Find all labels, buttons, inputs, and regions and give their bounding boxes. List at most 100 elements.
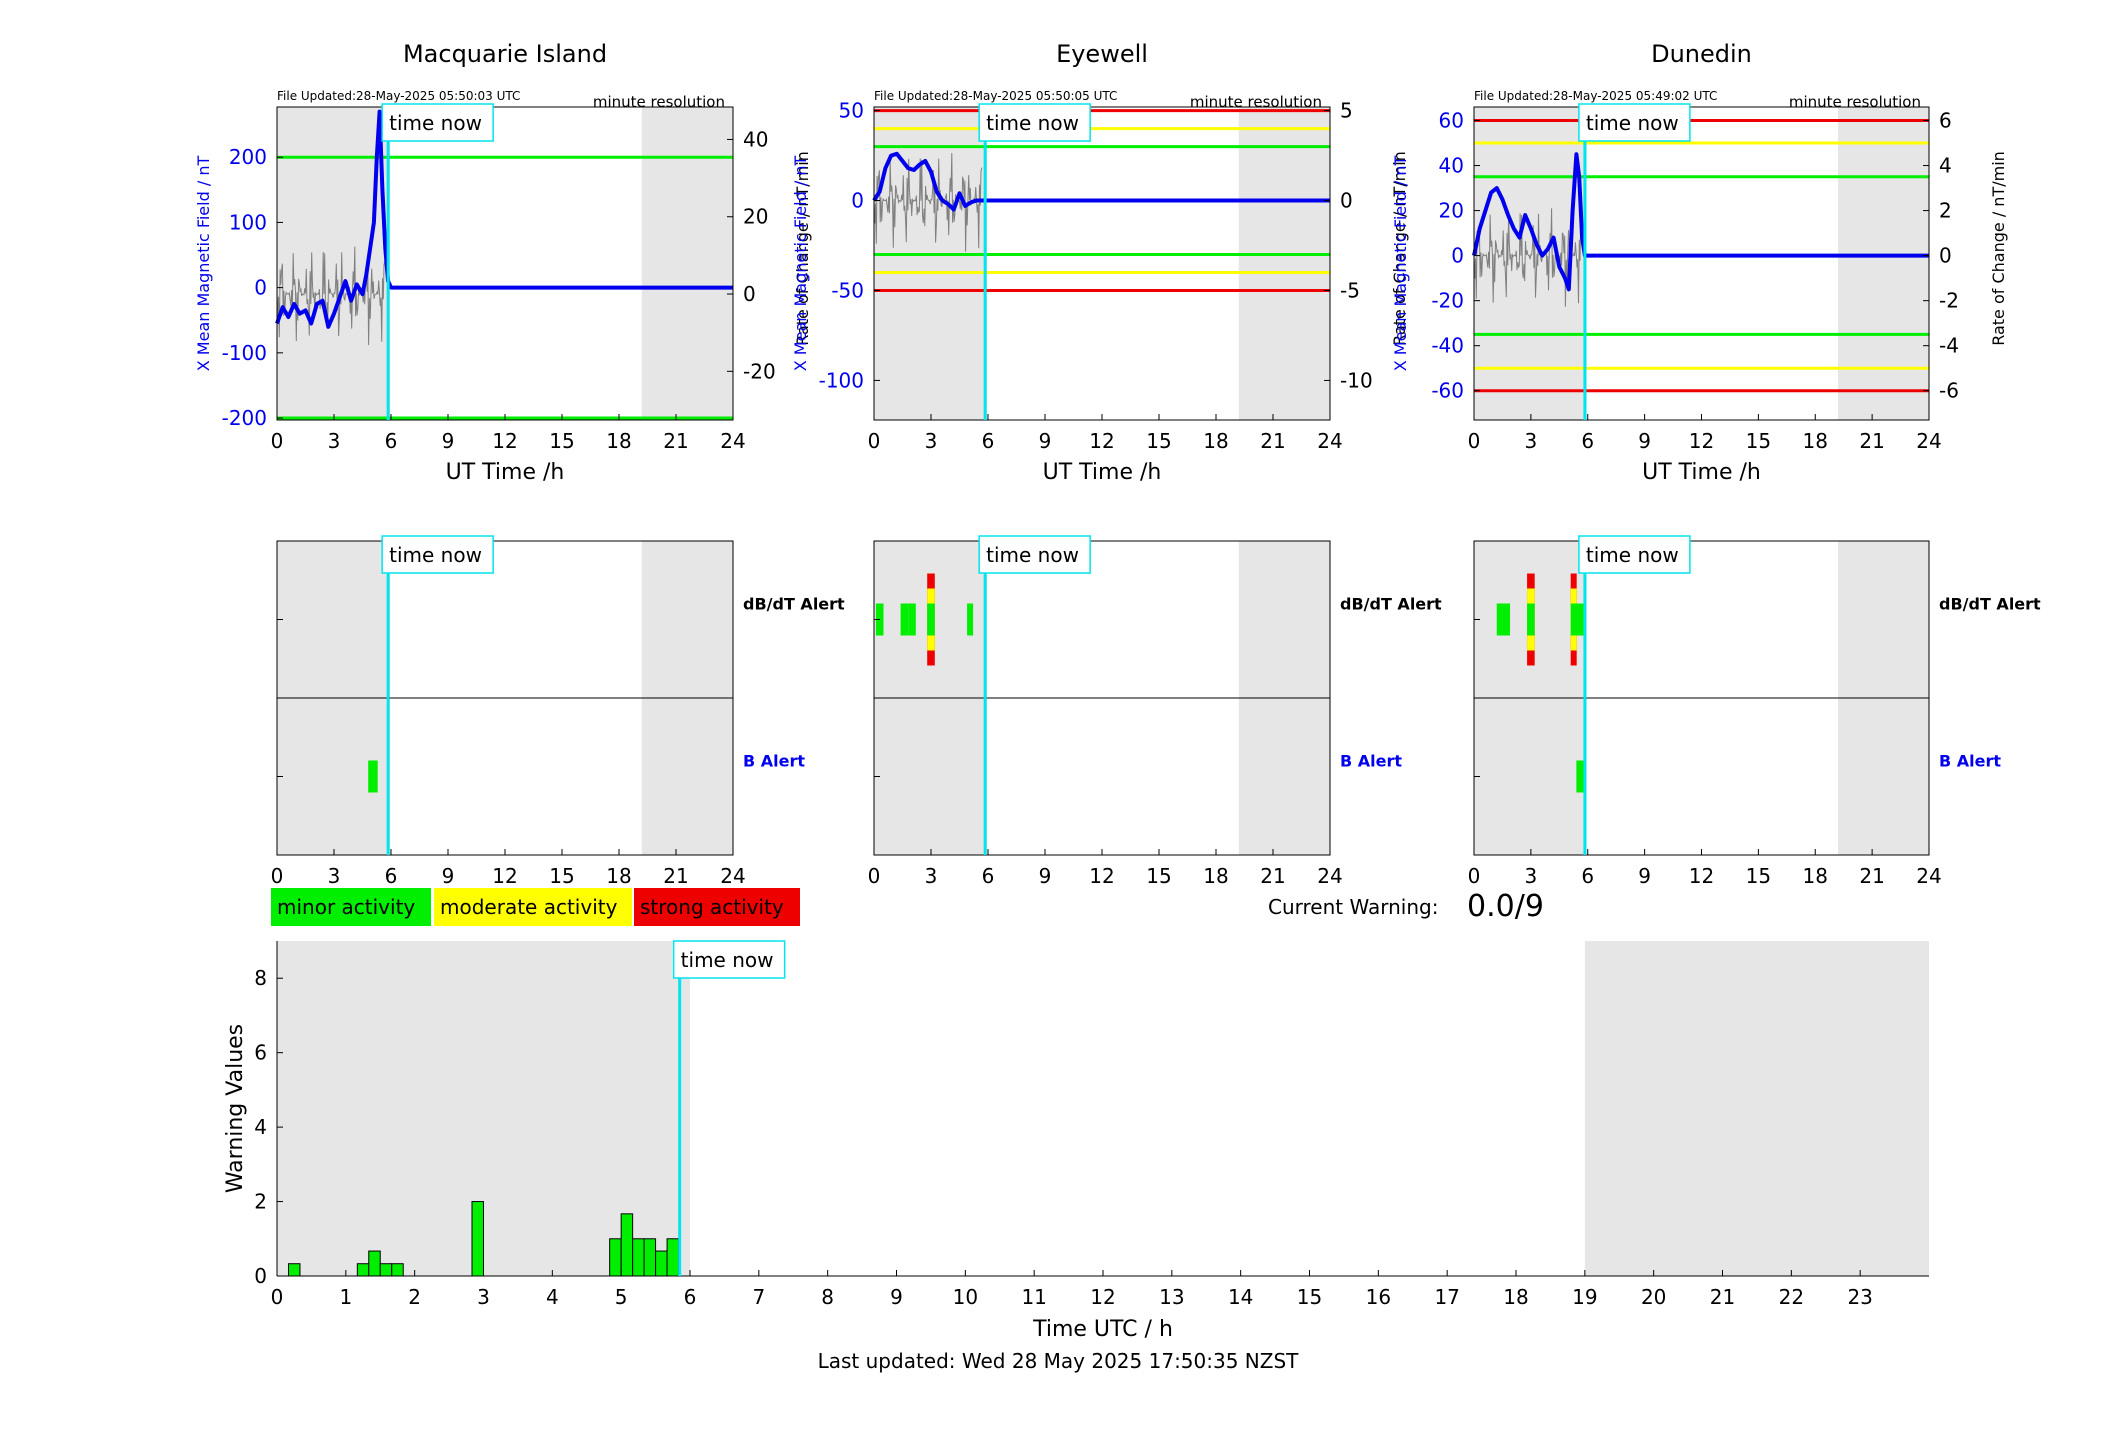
file-updated-label: File Updated:28-May-2025 05:49:02 UTC: [1474, 89, 1717, 103]
y-tick-label: 60: [1439, 109, 1464, 133]
x-tick-label: 24: [1317, 864, 1342, 888]
x-tick-label: 9: [1039, 864, 1052, 888]
x-tick-label: 18: [1203, 864, 1228, 888]
dbdt-alert-bar-green: [1576, 603, 1586, 636]
rate-axis-label: Rate of Change / nT/min: [1390, 151, 1409, 346]
warning-bar: [655, 1250, 668, 1277]
x-tick-label: 17: [1434, 1285, 1459, 1309]
rate-axis-label: Rate of Change / nT/min: [793, 151, 812, 346]
x-tick-label: 18: [1803, 864, 1828, 888]
time-now-label: time now: [986, 111, 1079, 135]
y-axis-label: Warning Values: [223, 1024, 248, 1193]
dbdt-alert-bar-green: [967, 603, 974, 636]
dbdt-alert-bar-green: [1496, 603, 1511, 636]
x-tick-label: 9: [1039, 429, 1052, 453]
x-tick-label: 16: [1366, 1285, 1391, 1309]
warning-bar: [609, 1238, 622, 1277]
rate-tick-label: 20: [743, 205, 768, 229]
x-tick-label: 3: [1525, 429, 1538, 453]
x-tick-label: 24: [720, 429, 745, 453]
dbdt-alert-bar-green: [1570, 603, 1577, 636]
y-tick-label: 4: [254, 1115, 267, 1139]
x-tick-label: 5: [615, 1285, 628, 1309]
rate-tick-label: 0: [1939, 244, 1952, 268]
x-tick-label: 12: [1089, 429, 1114, 453]
time-now-box: [381, 103, 494, 142]
y-tick-label: -50: [831, 278, 864, 302]
y-tick-label: -20: [1431, 289, 1464, 313]
y-tick-label: 0: [851, 189, 864, 213]
x-tick-label: 12: [1090, 1285, 1115, 1309]
x-tick-label: 0: [868, 429, 881, 453]
x-tick-label: 4: [546, 1285, 559, 1309]
x-tick-label: 6: [1581, 864, 1594, 888]
time-now-box: [978, 535, 1091, 574]
current-warning-value: 0.0/9: [1467, 889, 1544, 924]
x-tick-label: 18: [606, 864, 631, 888]
b-alert-bar-green: [368, 760, 378, 793]
rate-tick-label: -5: [1340, 278, 1360, 302]
x-tick-label: 8: [821, 1285, 834, 1309]
x-tick-label: 3: [1525, 864, 1538, 888]
x-tick-label: 21: [1260, 429, 1285, 453]
night-shade: [1584, 941, 1929, 1276]
y-tick-label: 50: [839, 99, 864, 123]
b-alert-label: B Alert: [1340, 752, 1402, 771]
legend-label: minor activity: [277, 895, 415, 919]
x-tick-label: 0: [1468, 864, 1481, 888]
legend-swatch-green: [271, 888, 431, 926]
x-tick-label: 21: [1859, 864, 1884, 888]
x-tick-label: 14: [1228, 1285, 1253, 1309]
time-now-box: [1578, 103, 1691, 142]
x-tick-label: 10: [953, 1285, 978, 1309]
x-tick-label: 22: [1779, 1285, 1804, 1309]
x-tick-label: 6: [385, 429, 398, 453]
y-tick-label: 0: [254, 1264, 267, 1288]
night-shade: [1238, 107, 1330, 420]
magnetic-field-line: [872, 151, 1330, 212]
time-now-label: time now: [681, 948, 774, 972]
y-axis-label: X Mean Magnetic Field / nT: [1391, 156, 1410, 372]
y-tick-label: -40: [1431, 334, 1464, 358]
last-updated-text: Last updated: Wed 28 May 2025 17:50:35 N…: [818, 1349, 1300, 1373]
y-tick-label: 0: [1451, 244, 1464, 268]
y-tick-label: 0: [254, 276, 267, 300]
x-tick-label: 12: [492, 864, 517, 888]
x-tick-label: 6: [1581, 429, 1594, 453]
time-now-label: time now: [1586, 111, 1679, 135]
y-tick-label: -100: [222, 341, 267, 365]
x-tick-label: 12: [1689, 429, 1714, 453]
warning-bar: [391, 1263, 404, 1277]
x-tick-label: 24: [1916, 429, 1941, 453]
y-tick-label: 8: [254, 966, 267, 990]
x-tick-label: 24: [1916, 864, 1941, 888]
y-tick-label: 2: [254, 1190, 267, 1214]
night-shade: [641, 107, 733, 420]
magnetic-field-line: [275, 109, 733, 329]
rate-tick-label: -2: [1939, 289, 1959, 313]
x-tick-label: 6: [982, 429, 995, 453]
x-tick-label: 9: [890, 1285, 903, 1309]
x-tick-label: 18: [1203, 429, 1228, 453]
warning-bar: [356, 1263, 370, 1277]
x-tick-label: 21: [1859, 429, 1884, 453]
warning-bar: [368, 1250, 381, 1277]
magnetometer-panel-1: Eyewell File Updated:28-May-2025 05:50:05…: [791, 40, 1409, 485]
dbdt-alert-bar-green: [1527, 603, 1535, 636]
x-tick-label: 0: [1468, 429, 1481, 453]
y-tick-label: 20: [1439, 199, 1464, 223]
rate-tick-label: -4: [1939, 334, 1959, 358]
x-tick-label: 15: [1297, 1285, 1322, 1309]
x-tick-label: 20: [1641, 1285, 1666, 1309]
rate-tick-label: 40: [743, 127, 768, 151]
x-tick-label: 6: [385, 864, 398, 888]
x-tick-label: 21: [1260, 864, 1285, 888]
dbdt-alert-label: dB/dT Alert: [1340, 595, 1442, 614]
x-tick-label: 24: [1317, 429, 1342, 453]
x-tick-label: 9: [442, 429, 455, 453]
rate-tick-label: -6: [1939, 379, 1959, 403]
magnetic-field-line: [1472, 152, 1929, 292]
alert-panel-1: dB/dT Alert B Alert 0 3 6 9 12 15 18 21 24 time now: [868, 535, 1442, 888]
station-title: Macquarie Island: [403, 40, 607, 68]
